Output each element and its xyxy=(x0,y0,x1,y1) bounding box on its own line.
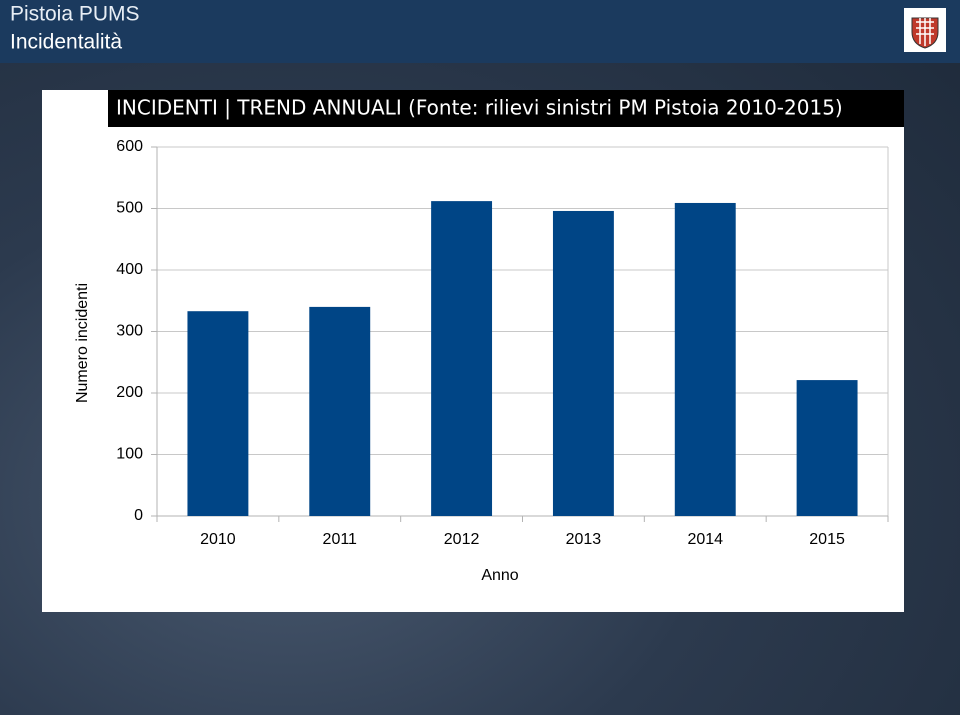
x-tick-label: 2012 xyxy=(444,531,480,548)
y-tick-label: 200 xyxy=(116,384,143,401)
x-tick-label: 2010 xyxy=(200,531,236,548)
title-bar xyxy=(108,90,904,127)
x-axis-label: Anno xyxy=(481,567,518,584)
bar xyxy=(431,201,493,516)
y-tick-label: 100 xyxy=(116,446,143,463)
x-tick-label: 2011 xyxy=(323,531,358,548)
x-tick-label: 2015 xyxy=(809,531,845,548)
y-tick-label: 500 xyxy=(116,200,143,217)
header-band xyxy=(0,0,960,63)
y-tick-label: 600 xyxy=(116,138,143,155)
y-tick-label: 0 xyxy=(134,507,143,524)
y-tick-label: 300 xyxy=(116,323,143,340)
bar xyxy=(552,210,614,516)
chart-title: INCIDENTI | TREND ANNUALI (Fonte: riliev… xyxy=(116,96,843,120)
x-tick-label: 2014 xyxy=(687,531,723,548)
header-title: Pistoia PUMS xyxy=(10,3,140,26)
x-tick-label: 2013 xyxy=(566,531,602,548)
header-subtitle: Incidentalità xyxy=(10,31,122,54)
bar xyxy=(187,311,249,516)
logo xyxy=(904,8,946,52)
bar xyxy=(796,380,858,516)
y-tick-label: 400 xyxy=(116,261,143,278)
bar xyxy=(674,202,736,516)
bar xyxy=(309,306,371,516)
y-axis-label: Numero incidenti xyxy=(74,283,91,403)
